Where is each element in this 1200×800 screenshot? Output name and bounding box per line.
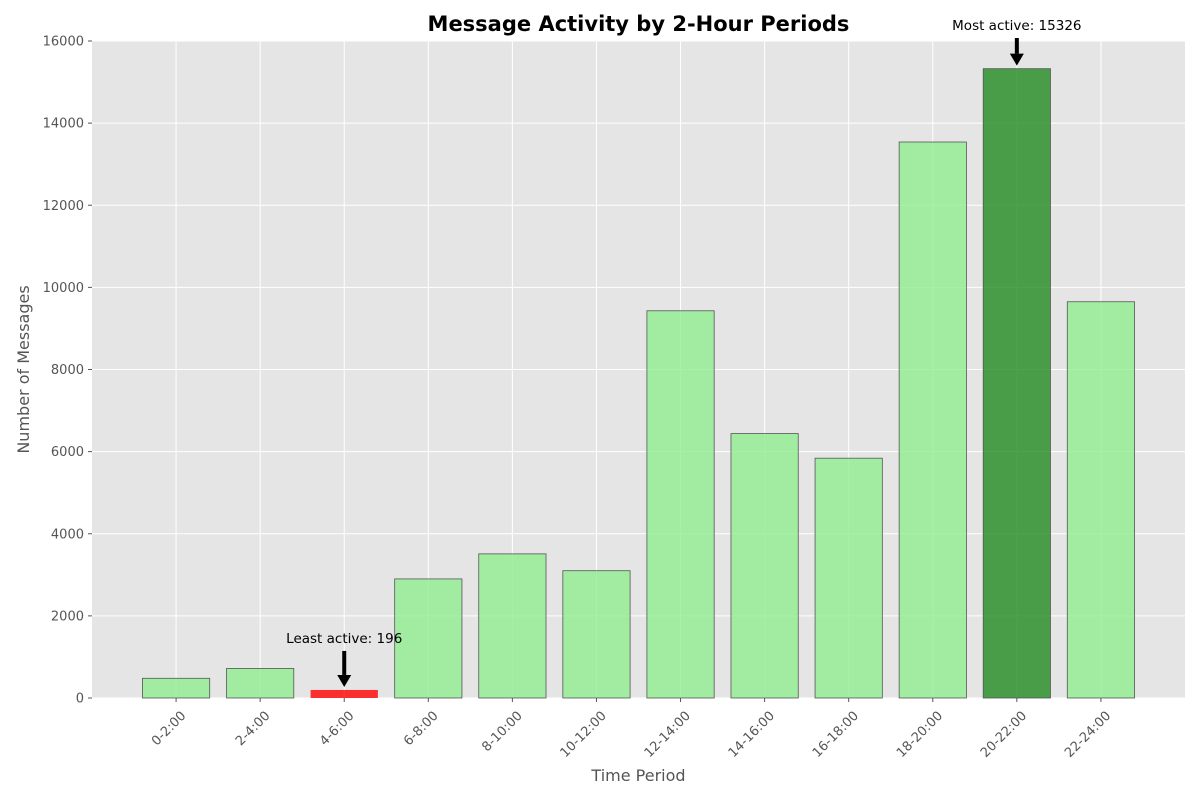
x-axis-label: Time Period: [590, 766, 685, 785]
y-tick-label: 16000: [43, 35, 84, 50]
x-tick-label: 12-14:00: [642, 709, 694, 761]
x-tick-label: 4-6:00: [317, 709, 357, 749]
x-tick-label: 10-12:00: [558, 709, 610, 761]
x-tick-label: 8-10:00: [479, 709, 525, 755]
y-tick-label: 2000: [51, 609, 84, 624]
x-tick-label: 0-2:00: [149, 709, 189, 749]
y-axis-ticks: 0 2000 4000 6000 8000 10000 12000 14000 16000: [43, 35, 92, 707]
bar-most-active-20-22:00: [982, 68, 1051, 699]
y-tick-label: 4000: [51, 527, 84, 542]
annotation-arrow-head: [1009, 53, 1024, 66]
y-tick-label: 14000: [43, 117, 84, 132]
x-tick-label: 6-8:00: [401, 709, 441, 749]
y-tick-label: 0: [76, 692, 84, 707]
bar-0-2:00: [142, 677, 211, 699]
chart-title: Message Activity by 2-Hour Periods: [428, 12, 850, 36]
bar-2-4:00: [226, 668, 295, 699]
x-tick-label: 20-22:00: [978, 709, 1030, 761]
bar-8-10:00: [478, 553, 547, 699]
bar-18-20:00: [898, 141, 967, 699]
bar-6-8:00: [394, 578, 463, 699]
bar-16-18:00: [814, 457, 883, 699]
y-tick-label: 8000: [51, 363, 84, 378]
bar-12-14:00: [646, 310, 715, 699]
x-axis-ticks: 0-2:00 2-4:00 4-6:00 6-8:00 8-10:00 10-12:00 1…: [149, 698, 1114, 761]
y-axis-label: Number of Messages: [14, 285, 33, 453]
bar-22-24:00: [1066, 301, 1135, 699]
x-tick-label: 18-20:00: [894, 709, 946, 761]
annotations: Most active: 15326 Least active: 196: [286, 18, 1082, 687]
bars: [142, 68, 1135, 699]
annotation-label: Least active: 196: [286, 631, 402, 647]
x-tick-label: 14-16:00: [726, 709, 778, 761]
bar-10-12:00: [562, 570, 631, 699]
x-tick-label: 2-4:00: [233, 709, 273, 749]
bar-14-16:00: [730, 433, 799, 699]
x-tick-label: 22-24:00: [1062, 709, 1114, 761]
annotation-label: Most active: 15326: [952, 18, 1081, 34]
x-tick-label: 16-18:00: [810, 709, 862, 761]
annotation-arrow-head: [337, 674, 352, 687]
bar-least-active-4-6:00: [310, 689, 378, 698]
y-tick-label: 12000: [43, 199, 84, 214]
y-tick-label: 10000: [43, 281, 84, 296]
y-tick-label: 6000: [51, 445, 84, 460]
